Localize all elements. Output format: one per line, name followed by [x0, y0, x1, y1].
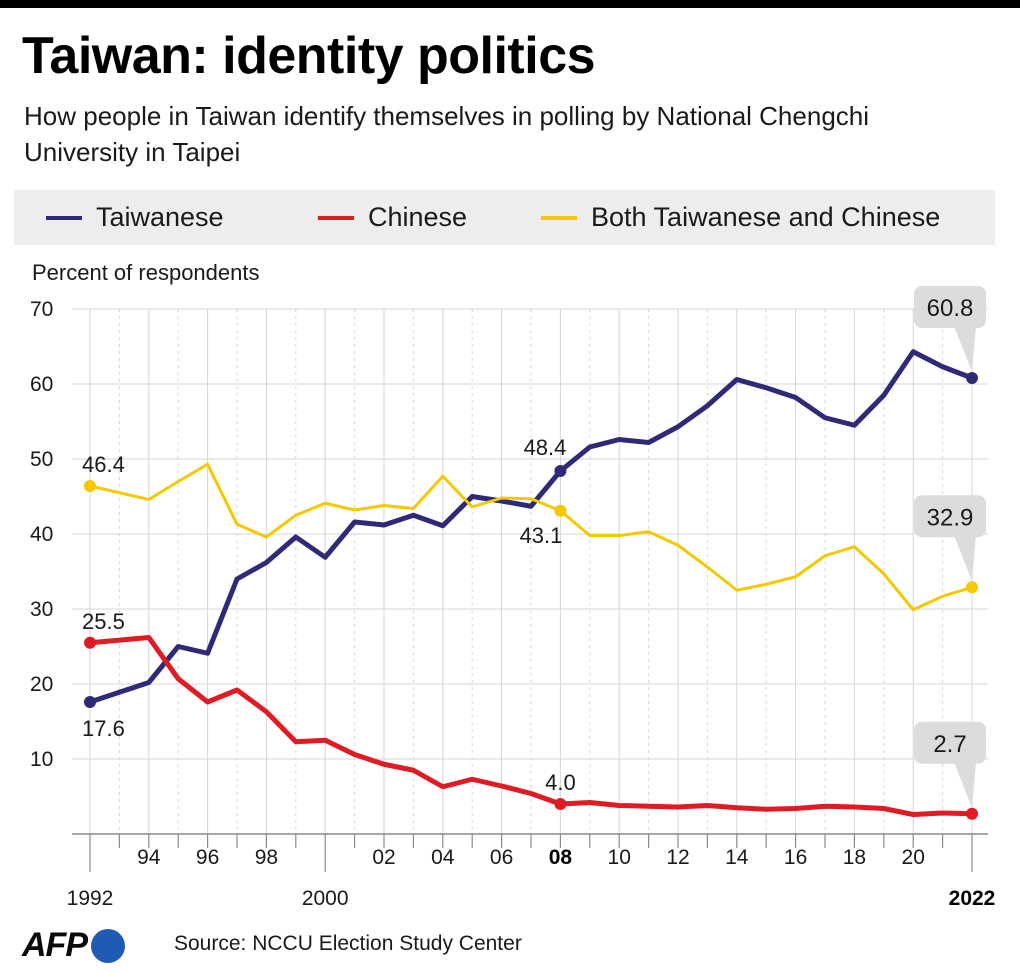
- legend: Taiwanese Chinese Both Taiwanese and Chi…: [14, 190, 995, 245]
- end-point-marker: [966, 807, 978, 820]
- y-tick-label: 60: [30, 373, 53, 396]
- legend-swatch-chinese: [318, 215, 354, 220]
- data-label: 17.6: [82, 716, 125, 741]
- afp-logo: AFP: [22, 926, 125, 965]
- callout-box: [914, 286, 986, 328]
- x-tick-label: 94: [137, 846, 161, 869]
- top-rule: [0, 0, 1020, 8]
- data-label: 25.5: [82, 609, 125, 634]
- callout-value: 32.9: [927, 504, 974, 531]
- x-tick-label: 10: [608, 846, 631, 869]
- y-tick-label: 40: [30, 523, 53, 546]
- series-line: [87, 635, 975, 817]
- data-label: 43.1: [520, 523, 563, 548]
- x-tick-label: 20: [902, 846, 925, 869]
- data-point-marker: [554, 465, 567, 477]
- y-axis-label: Percent of respondents: [32, 260, 259, 285]
- series-line: [87, 349, 975, 705]
- x-tick-label: 08: [549, 846, 573, 869]
- x-tick-label: 16: [784, 846, 807, 869]
- data-point-marker: [84, 696, 96, 708]
- x-tick-label: 18: [843, 846, 866, 869]
- end-callout: 60.8: [914, 286, 986, 372]
- afp-logo-dot-icon: [91, 928, 125, 963]
- y-tick-label: 20: [30, 673, 53, 696]
- end-callout: 32.9: [914, 495, 986, 582]
- callout-pointer: [954, 761, 976, 808]
- data-label: 4.0: [545, 770, 576, 795]
- chart-subtitle: How people in Taiwan identify themselves…: [24, 101, 870, 167]
- callout-value: 60.8: [927, 295, 974, 322]
- source-note: Source: NCCU Election Study Center: [174, 932, 522, 955]
- legend-item-chinese: Chinese: [318, 190, 467, 245]
- line-chart: Percent of respondents 10 20 30 40 50 60 70 94 9…: [30, 260, 995, 910]
- callout-pointer: [954, 326, 976, 372]
- y-tick-label: 70: [30, 298, 53, 321]
- x-tick-label: 14: [725, 846, 749, 869]
- x-tick-label: 98: [255, 846, 278, 869]
- x-tick-label: 02: [372, 846, 395, 869]
- series: [84, 349, 978, 820]
- x-tick-label: 04: [431, 846, 455, 869]
- data-point-marker: [84, 480, 96, 492]
- legend-label-taiwanese: Taiwanese: [96, 202, 224, 232]
- grid: [72, 308, 988, 834]
- data-label: 46.4: [82, 452, 125, 477]
- callout-box: [914, 721, 986, 764]
- chart-title: Taiwan: identity politics: [22, 27, 596, 85]
- end-point-marker: [966, 581, 978, 594]
- data-point-marker: [554, 798, 567, 810]
- y-tick-label: 50: [30, 448, 53, 471]
- data-label: 48.4: [524, 435, 567, 460]
- x-tick-label: 2000: [302, 887, 349, 910]
- axes: 10 20 30 40 50 60 70 94 96 98 02 04 06 08 10 12 14 16 18 20…: [30, 298, 995, 910]
- legend-label-chinese: Chinese: [368, 202, 468, 232]
- end-point-marker: [966, 372, 978, 384]
- end-callout: 2.7: [914, 721, 986, 808]
- legend-swatch-both: [541, 215, 577, 220]
- y-tick-label: 10: [30, 748, 53, 771]
- legend-item-both: Both Taiwanese and Chinese: [541, 190, 940, 245]
- x-tick-label: 06: [490, 846, 513, 869]
- legend-item-taiwanese: Taiwanese: [46, 190, 224, 245]
- x-tick-label: 2022: [949, 887, 996, 910]
- x-tick-label: 12: [666, 846, 689, 869]
- x-tick-label: 1992: [67, 887, 114, 910]
- callout-pointer: [954, 535, 976, 582]
- data-labels: 17.6 25.5 46.4 48.4 43.1 4.0 60.8 32.9 2.7: [82, 286, 986, 808]
- legend-label-both: Both Taiwanese and Chinese: [591, 202, 941, 232]
- y-tick-label: 30: [30, 598, 53, 621]
- data-point-marker: [84, 636, 96, 649]
- x-tick-label: 96: [196, 846, 219, 869]
- callout-value: 2.7: [933, 731, 966, 758]
- legend-swatch-taiwanese: [46, 215, 82, 220]
- afp-logo-text: AFP: [22, 926, 88, 964]
- callout-box: [914, 495, 986, 538]
- data-point-marker: [554, 504, 567, 517]
- footer: AFP Source: NCCU Election Study Center: [22, 920, 1002, 970]
- series-line: [88, 462, 974, 612]
